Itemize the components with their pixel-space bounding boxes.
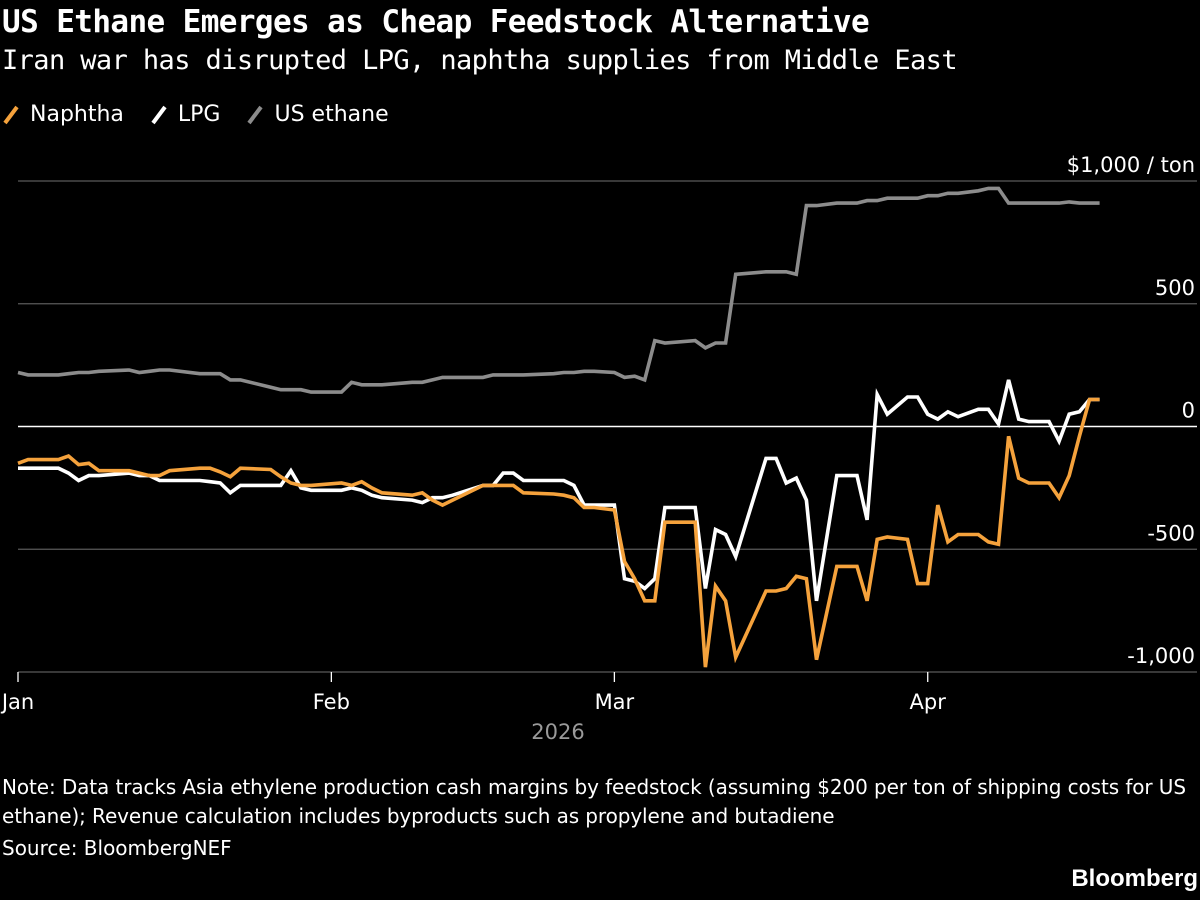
legend-item-lpg: LPG — [150, 102, 221, 127]
chart-source: Source: BloombergNEF — [2, 836, 232, 860]
series-line-lpg — [18, 379, 1100, 602]
chart-title: US Ethane Emerges as Cheap Feedstock Alt… — [2, 4, 870, 40]
legend-item-naphtha: Naphtha — [2, 102, 124, 127]
x-tick-label: Jan — [0, 690, 34, 714]
x-tick-label: Mar — [595, 690, 635, 714]
chart-note: Note: Data tracks Asia ethylene producti… — [2, 775, 1186, 828]
series-line-naphtha — [17, 397, 1100, 668]
legend-item-us-ethane: US ethane — [246, 102, 389, 127]
y-tick-label: -1,000 — [1127, 644, 1195, 668]
series-line-us-ethane — [17, 186, 1100, 394]
bloomberg-logo: Bloomberg — [1071, 865, 1198, 892]
legend-label-lpg: LPG — [177, 102, 221, 127]
chart-subtitle: Iran war has disrupted LPG, naphtha supp… — [2, 45, 958, 76]
legend-label-naphtha: Naphtha — [30, 102, 124, 127]
y-tick-label: 0 — [1182, 399, 1195, 423]
x-tick-label: Apr — [910, 690, 947, 714]
line-chart: $1,000 / ton 500 0 -500 -1,000 Jan Feb Mar Apr 20… — [0, 153, 1197, 744]
legend-swatch-us-ethane — [247, 105, 264, 124]
x-axis-year-label: 2026 — [531, 720, 584, 744]
legend-swatch-naphtha — [3, 105, 19, 124]
y-tick-label: $1,000 / ton — [1067, 153, 1195, 177]
y-tick-label: -500 — [1147, 521, 1195, 545]
legend: Naphtha LPG US ethane — [2, 102, 389, 127]
legend-label-us-ethane: US ethane — [274, 102, 389, 127]
x-tick-label: Feb — [313, 690, 350, 714]
y-tick-label: 500 — [1155, 276, 1195, 300]
legend-swatch-lpg — [151, 105, 167, 124]
